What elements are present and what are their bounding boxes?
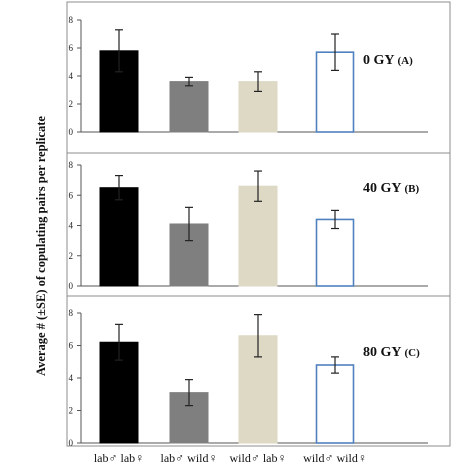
y-tick-label: 4 — [69, 71, 74, 81]
y-tick-label: 6 — [69, 43, 74, 53]
y-tick-label: 6 — [69, 190, 74, 200]
panel-label-sub: (A) — [397, 55, 413, 67]
y-tick-label: 4 — [69, 221, 74, 231]
panel-label-main: 0 GY — [363, 53, 397, 68]
panel-label-sub: (C) — [404, 347, 420, 359]
y-tick-label: 0 — [69, 438, 74, 448]
panel-label: 40 GY (B) — [363, 181, 419, 196]
panel-label-main: 40 GY — [363, 181, 404, 196]
y-tick-label: 0 — [69, 281, 74, 291]
y-tick-label: 2 — [69, 251, 74, 261]
bar — [315, 364, 355, 444]
x-category-label: wild♂ lab♀ — [230, 451, 287, 465]
panel-label-sub: (B) — [404, 183, 419, 195]
bar — [238, 185, 278, 287]
bar — [99, 187, 139, 287]
panel-label: 0 GY (A) — [363, 53, 413, 68]
x-category-label: lab♂ lab♀ — [94, 451, 144, 465]
x-category-label: wild♂ wild♀ — [303, 451, 367, 465]
y-tick-label: 8 — [69, 160, 74, 170]
bar — [169, 81, 209, 133]
y-tick-label: 8 — [69, 15, 74, 25]
panel-frame-3 — [66, 295, 451, 447]
bar — [238, 81, 278, 133]
panel-label: 80 GY (C) — [363, 345, 420, 360]
y-tick-label: 2 — [69, 406, 74, 416]
y-tick-label: 2 — [69, 99, 74, 109]
y-axis-label: Average # (±SE) of copulating pairs per … — [34, 116, 48, 376]
y-tick-label: 8 — [69, 308, 74, 318]
y-tick-label: 0 — [69, 127, 74, 137]
y-tick-label: 6 — [69, 341, 74, 351]
y-tick-label: 4 — [69, 373, 74, 383]
x-category-label: lab♂ wild♀ — [161, 451, 218, 465]
panel-label-main: 80 GY — [363, 345, 404, 360]
bar — [315, 218, 355, 287]
